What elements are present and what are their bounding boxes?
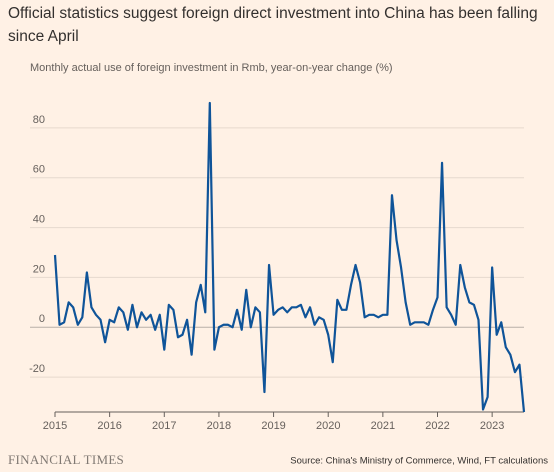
y-tick-label: 80	[33, 114, 45, 126]
x-tick-label: 2019	[261, 420, 285, 432]
x-tick-label: 2017	[152, 420, 176, 432]
x-tick-label: 2015	[43, 420, 67, 432]
y-tick-label: 20	[33, 263, 45, 275]
source: Source: China's Ministry of Commerce, Wi…	[290, 456, 548, 467]
y-tick-label: 40	[33, 213, 45, 225]
x-tick-label: 2016	[97, 420, 121, 432]
y-tick-label: 0	[39, 313, 45, 325]
x-tick-label: 2020	[316, 420, 340, 432]
y-tick-label: -20	[29, 363, 45, 375]
chart-subtitle: Monthly actual use of foreign investment…	[30, 62, 393, 74]
y-tick-label: 60	[33, 164, 45, 176]
x-tick-label: 2021	[371, 420, 395, 432]
x-tick-label: 2018	[207, 420, 231, 432]
data-line	[53, 101, 526, 413]
chart-title: Official statistics suggest foreign dire…	[8, 5, 538, 45]
brand: FINANCIAL TIMES	[8, 452, 124, 467]
x-tick-label: 2023	[480, 420, 504, 432]
x-tick-label: 2022	[425, 420, 449, 432]
